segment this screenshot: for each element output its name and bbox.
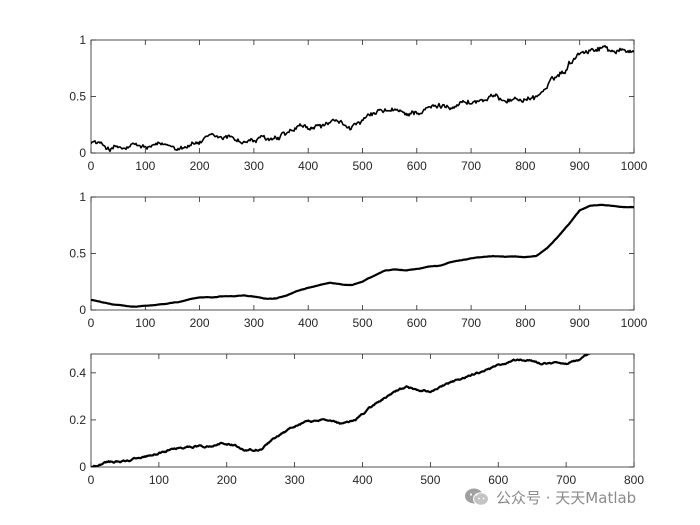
series-line: [91, 44, 634, 153]
x-tick-label: 700: [556, 473, 576, 487]
x-tick-label: 800: [624, 473, 644, 487]
x-tick-label: 700: [461, 159, 481, 173]
x-tick-label: 600: [407, 316, 427, 330]
x-tick-label: 0: [88, 473, 95, 487]
y-tick-label: 0: [79, 303, 86, 317]
y-tick-label: 0.5: [69, 90, 86, 104]
subplot-1: 0 100 200 300 400 500 600 700 800 900 1000 0 0.5 1: [69, 33, 647, 173]
x-tick-label: 300: [285, 473, 305, 487]
x-tick-label: 600: [488, 473, 508, 487]
x-tick-label: 1000: [621, 159, 648, 173]
x-tick-label: 900: [570, 159, 590, 173]
subplot-3: 0 100 200 300 400 500 600 700 800 0 0.2 0.4: [69, 353, 644, 487]
x-tick-label: 1000: [621, 316, 648, 330]
watermark-text: 公众号 · 天天Matlab: [496, 488, 637, 507]
x-tick-label: 500: [420, 473, 440, 487]
x-tick-label: 800: [515, 316, 535, 330]
axes-frame: [90, 39, 635, 154]
x-tick-label: 100: [149, 473, 169, 487]
x-tick-label: 700: [461, 316, 481, 330]
y-tick-label: 0: [79, 460, 86, 474]
x-tick-label: 200: [217, 473, 237, 487]
x-tick-label: 200: [190, 316, 210, 330]
watermark: 公众号 · 天天Matlab: [464, 486, 636, 508]
x-tick-label: 100: [135, 316, 155, 330]
y-tick-label: 0.2: [69, 413, 86, 427]
x-tick-label: 0: [88, 316, 95, 330]
wechat-icon: [465, 488, 489, 506]
series-line: [91, 354, 591, 467]
x-tick-label: 100: [135, 159, 155, 173]
x-tick-label: 0: [88, 159, 95, 173]
series-line: [91, 203, 634, 308]
y-tick-label: 0.4: [69, 366, 86, 380]
y-tick-label: 0: [79, 146, 86, 160]
y-tick-label: 0.5: [69, 247, 86, 261]
x-tick-label: 400: [298, 159, 318, 173]
x-tick-label: 500: [352, 316, 372, 330]
axes-frame: [90, 353, 635, 468]
x-tick-label: 800: [515, 159, 535, 173]
y-tick-label: 1: [79, 33, 86, 47]
axes-frame: [90, 196, 635, 311]
x-tick-label: 600: [407, 159, 427, 173]
x-tick-label: 200: [190, 159, 210, 173]
x-tick-label: 300: [244, 316, 264, 330]
x-tick-label: 400: [298, 316, 318, 330]
y-tick-label: 1: [79, 190, 86, 204]
x-tick-label: 500: [352, 159, 372, 173]
x-tick-label: 900: [570, 316, 590, 330]
subplot-2: 0 100 200 300 400 500 600 700 800 900 1000 0 0.5 1: [69, 190, 647, 330]
x-tick-label: 400: [352, 473, 372, 487]
x-tick-label: 300: [244, 159, 264, 173]
